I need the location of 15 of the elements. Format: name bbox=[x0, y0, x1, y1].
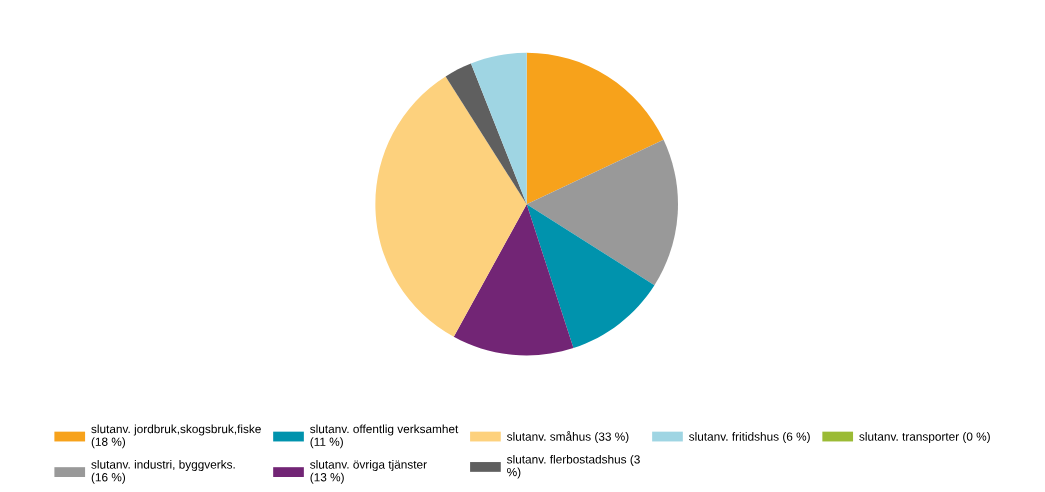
pie-slice bbox=[445, 63, 527, 205]
legend-label: slutanv. övriga tjänster (13 %) bbox=[310, 460, 427, 484]
pie-slice bbox=[470, 52, 527, 205]
legend-label: slutanv. industri, byggverks. (16 %) bbox=[91, 460, 235, 484]
legend-label: slutanv. fritidshus (6 %) bbox=[689, 432, 810, 444]
pie-slice bbox=[375, 76, 527, 337]
pie-slice bbox=[453, 204, 574, 356]
legend-label: slutanv. småhus (33 %) bbox=[507, 431, 629, 444]
legend-label: slutanv. jordbruk,skogsbruk,fiske (18 %) bbox=[91, 424, 261, 449]
legend-label: slutanv. transporter (0 %) bbox=[859, 432, 990, 444]
pie-slice bbox=[526, 139, 678, 286]
pie-slice bbox=[526, 52, 664, 205]
legend-label: slutanv. flerbostadshus (3 %) bbox=[507, 454, 640, 479]
legend-label: slutanv. offentlig verksamhet (11 %) bbox=[310, 424, 459, 449]
pie-slice bbox=[526, 204, 655, 349]
